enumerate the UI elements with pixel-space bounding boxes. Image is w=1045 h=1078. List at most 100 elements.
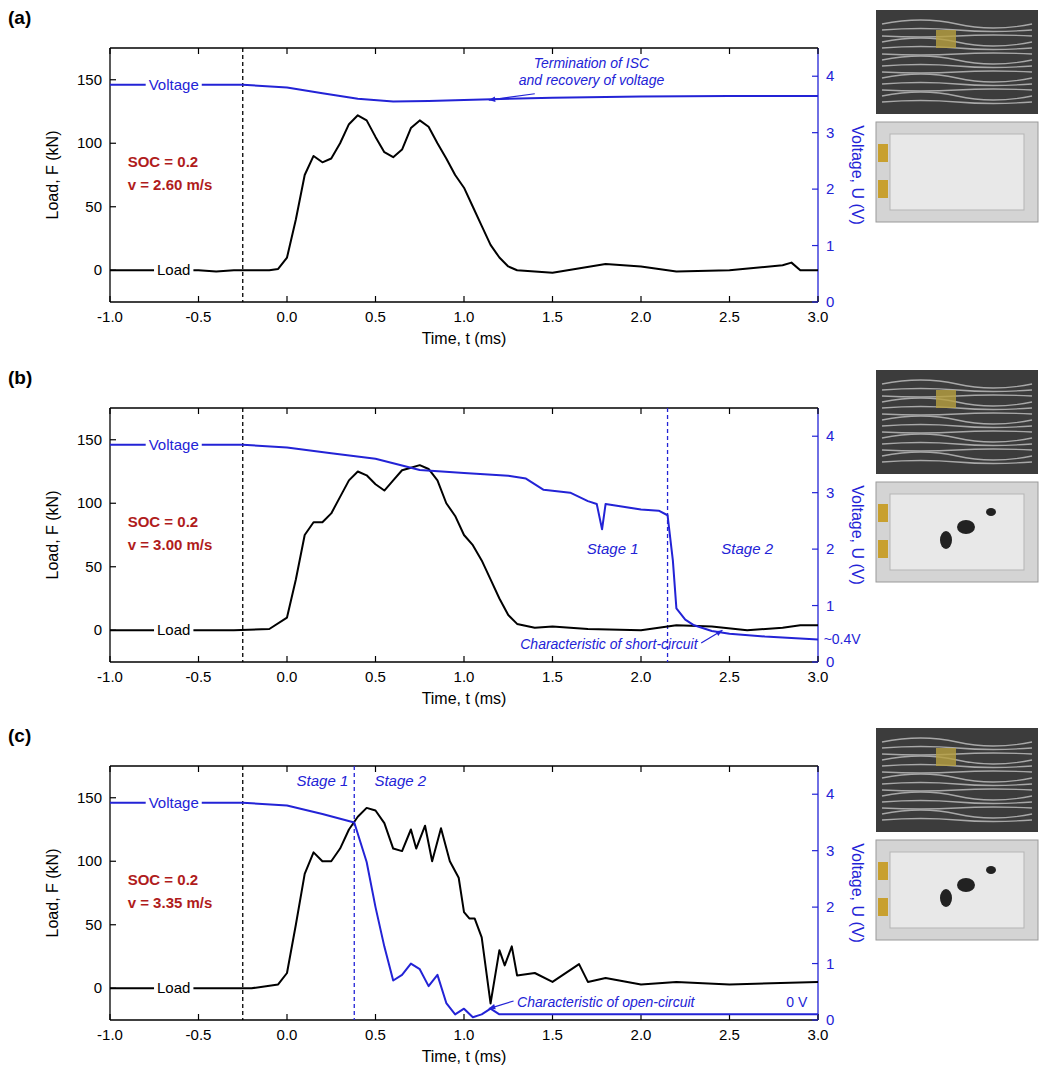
x-tick-label: 0.5 [365, 308, 386, 325]
photo-detail [882, 413, 1032, 415]
photo-detail [882, 738, 1032, 746]
annotation: 0 V [786, 994, 808, 1010]
y2-tick [812, 549, 818, 550]
y2-tick-label: 3 [826, 124, 834, 141]
x-tick-top [109, 48, 110, 54]
photo-detail [882, 74, 1032, 82]
y-tick [110, 206, 116, 207]
annotation: Stage 1 [587, 540, 639, 557]
x-tick-label: 2.5 [719, 668, 740, 685]
x-tick [286, 1014, 287, 1020]
series-label: Load [157, 979, 190, 996]
x-tick [286, 656, 287, 662]
photo-detail [882, 89, 1032, 91]
panel-label: (a) [8, 7, 31, 28]
x-tick [109, 1014, 110, 1020]
y2-tick-label: 4 [826, 427, 834, 444]
x-axis-title: Time, t (ms) [422, 1048, 507, 1065]
y2-tick [812, 132, 818, 133]
photo-placeholder [876, 728, 1038, 940]
x-tick-label: 2.0 [631, 1026, 652, 1043]
x-tick-label: -0.5 [186, 668, 212, 685]
series-label: Voltage [149, 436, 199, 453]
photo-detail [882, 756, 1032, 764]
panel: (c)-1.0-0.50.00.51.01.52.02.53.005010015… [8, 725, 866, 1065]
x-tick-top [198, 408, 199, 414]
photo-detail [936, 748, 956, 766]
annotation: SOC = 0.2 [128, 871, 198, 888]
x-tick-top [640, 48, 641, 54]
photo-pouch [876, 482, 1038, 582]
x-tick-top [463, 48, 464, 54]
photo-detail [882, 56, 1032, 64]
annotation-arrowhead [489, 1004, 496, 1009]
x-tick-label: 0.5 [365, 668, 386, 685]
annotation: SOC = 0.2 [128, 513, 198, 530]
series-line [110, 803, 818, 1017]
photo-detail [882, 461, 1032, 464]
photo-detail [957, 520, 975, 534]
photo-detail [882, 398, 1032, 406]
y-tick-label: 150 [77, 789, 102, 806]
y2-axis-title: Voltage, U (V) [849, 485, 866, 585]
y2-tick-label: 2 [826, 540, 834, 557]
photo-detail [882, 65, 1032, 68]
series-label: Voltage [149, 794, 199, 811]
label-background [146, 793, 202, 812]
y2-axis-line [817, 48, 818, 302]
y-tick-label: 50 [85, 558, 102, 575]
x-tick-top [286, 766, 287, 772]
annotation: SOC = 0.2 [128, 153, 198, 170]
photo-placeholder [876, 10, 1038, 222]
x-tick-label: 1.0 [454, 668, 475, 685]
x-tick-top [552, 48, 553, 54]
x-tick-label: 1.0 [454, 308, 475, 325]
photo-detail [986, 508, 996, 516]
photo-detail [882, 765, 1032, 768]
y2-tick [812, 907, 818, 908]
x-tick-label: 0.5 [365, 1026, 386, 1043]
plot-area [110, 48, 818, 302]
photo-detail [882, 389, 1032, 392]
x-tick-top [552, 766, 553, 772]
y2-tick-label: 4 [826, 785, 834, 802]
x-tick-top [552, 408, 553, 414]
x-tick [375, 656, 376, 662]
x-tick [375, 1014, 376, 1020]
y-tick-label: 50 [85, 198, 102, 215]
photo-detail [878, 862, 888, 880]
x-tick-top [729, 48, 730, 54]
x-tick-label: -0.5 [186, 308, 212, 325]
photo-detail [940, 531, 952, 549]
x-tick-top [109, 766, 110, 772]
y-tick [110, 566, 116, 567]
photo-detail [882, 38, 1032, 46]
x-tick-label: 3.0 [808, 1026, 829, 1043]
photo-detail [882, 92, 1032, 100]
x-tick [198, 1014, 199, 1020]
label-background [146, 435, 202, 454]
annotation-arrow [489, 1001, 514, 1009]
y2-tick-label: 1 [826, 955, 834, 972]
x-tick [552, 656, 553, 662]
x-tick-label: 0.0 [277, 668, 298, 685]
photo-cross-section [876, 10, 1038, 114]
y-tick-label: 150 [77, 71, 102, 88]
y-tick-label: 100 [77, 852, 102, 869]
photo-detail [890, 134, 1024, 210]
x-tick-top [375, 48, 376, 54]
photo-detail [878, 180, 888, 198]
x-tick [729, 296, 730, 302]
photo-detail [882, 53, 1032, 55]
photo-detail [882, 434, 1032, 442]
x-tick-label: -1.0 [97, 668, 123, 685]
annotation: ~0.4V [824, 631, 862, 647]
y-axis-title: Load, F (kN) [44, 131, 61, 220]
x-tick-label: 1.5 [542, 668, 563, 685]
annotation: v = 3.00 m/s [128, 536, 213, 553]
y-axis-line [109, 48, 110, 302]
label-background [146, 75, 202, 94]
x-tick [463, 296, 464, 302]
series-line [110, 465, 818, 630]
panel: (a)-1.0-0.50.00.51.01.52.02.53.005010015… [8, 7, 866, 347]
